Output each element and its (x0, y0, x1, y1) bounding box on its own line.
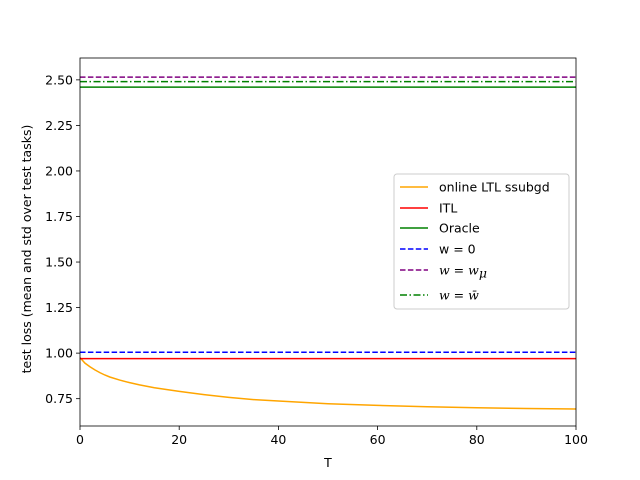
legend-label-w-bar: w = w̄ (439, 288, 479, 303)
x-axis: 0 20 40 60 80 100 (76, 426, 588, 447)
y-tick-label-1.75: 1.75 (45, 209, 73, 224)
x-tick-label-0: 0 (76, 432, 84, 447)
y-tick-label-2.5: 2.50 (45, 72, 73, 87)
legend-box (393, 173, 570, 310)
y-tick-label-1.5: 1.50 (45, 255, 73, 270)
legend-label-itl: ITL (439, 201, 457, 216)
x-tick-label-100: 100 (564, 432, 588, 447)
legend-label-online-ltl: online LTL ssubgd (439, 180, 550, 195)
x-axis-label: T (323, 455, 332, 470)
y-tick-label-1.25: 1.25 (45, 300, 73, 315)
x-tick-label-60: 60 (370, 432, 386, 447)
x-tick-label-40: 40 (270, 432, 286, 447)
legend-label-w-mu: w = wμ (439, 263, 487, 281)
legend: online LTL ssubgd ITL Oracle w = 0 w = w… (393, 173, 570, 310)
legend-label-w-zero: w = 0 (439, 242, 476, 257)
x-tick-label-20: 20 (171, 432, 187, 447)
plot-frame (79, 57, 577, 427)
y-tick-label-2.25: 2.25 (45, 118, 73, 133)
y-axis-label: test loss (mean and std over test tasks) (19, 125, 34, 374)
y-tick-label-2: 2.00 (45, 163, 73, 178)
y-tick-label-0.75: 0.75 (45, 391, 73, 406)
y-axis: 0.75 1.00 1.25 1.50 1.75 2.00 2.25 2.50 (45, 72, 80, 406)
legend-label-oracle: Oracle (439, 221, 480, 236)
series-layer (79, 76, 577, 410)
series-line-online-ltl-ssubgd (79, 357, 577, 410)
x-tick-label-80: 80 (469, 432, 485, 447)
y-tick-label-1: 1.00 (45, 346, 73, 361)
